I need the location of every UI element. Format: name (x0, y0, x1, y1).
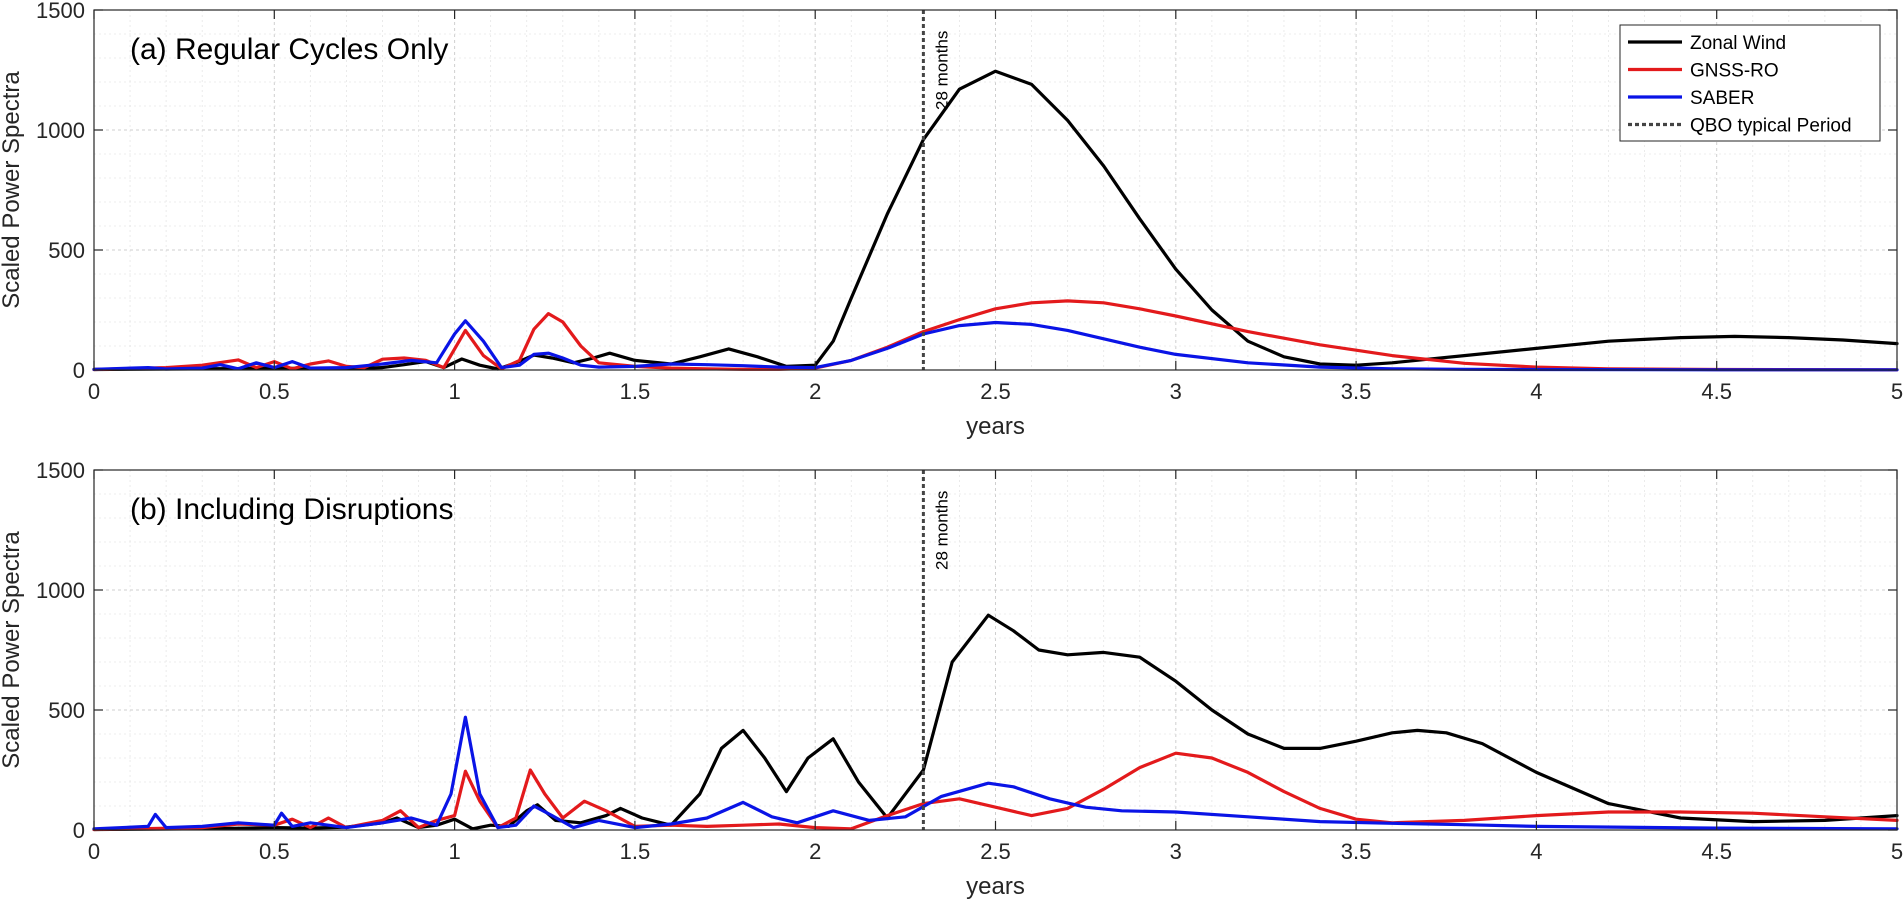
x-tick-label: 1 (448, 839, 460, 864)
series-line-saber (92, 319, 1899, 372)
x-tick-label: 2 (809, 839, 821, 864)
x-tick-label: 4.5 (1701, 839, 1732, 864)
y-tick-label: 0 (73, 818, 85, 843)
panel-b-series (92, 613, 1899, 832)
panel-b-ticks: 0 0.5 1 1.5 2 2.5 3 3.5 4 4.5 5 0 500 1000 1500 (36, 458, 1903, 864)
panel-a-title: (a) Regular Cycles Only (130, 33, 448, 66)
x-tick-label: 4 (1530, 379, 1542, 404)
panel-b-title: (b) Including Disruptions (130, 493, 453, 526)
x-tick-label: 2.5 (980, 379, 1011, 404)
x-tick-label: 3.5 (1341, 839, 1372, 864)
y-tick-label: 500 (48, 238, 85, 263)
x-tick-label: 3.5 (1341, 379, 1372, 404)
series-line-zonal-wind (92, 613, 1899, 832)
x-tick-label: 3 (1170, 379, 1182, 404)
panel-a-x-axis-label: years (966, 413, 1025, 440)
legend-label-gnss-ro: GNSS-RO (1690, 61, 1779, 82)
legend: Zonal Wind GNSS-RO SABER QBO typical Per… (1619, 24, 1881, 142)
legend-box (1619, 24, 1881, 142)
panel-b-grid (94, 470, 1897, 830)
y-tick-label: 1500 (36, 458, 85, 483)
y-tick-label: 1000 (36, 118, 85, 143)
series-line-gnss-ro (92, 299, 1899, 372)
y-tick-label: 1500 (36, 0, 85, 23)
panel-b-typical-period-line: 28 months (921, 470, 951, 830)
panel-a-ticks: 0 0.5 1 1.5 2 2.5 3 3.5 4 4.5 5 0 500 1000 1500 (36, 0, 1903, 404)
y-tick-label: 1000 (36, 578, 85, 603)
typical-period-label: 28 months (932, 31, 951, 110)
series-line-gnss-ro (92, 751, 1899, 832)
legend-label-zonal-wind: Zonal Wind (1690, 33, 1786, 54)
panel-b: 28 months 0 0.5 1 1.5 2 2.5 3 3.5 4 4.5 5 0 500 1000 1… (0, 458, 1903, 900)
x-tick-label: 4.5 (1701, 379, 1732, 404)
panel-a: 28 months 0 0.5 1 1.5 2 2.5 3 3.5 4 4.5 5 0 500 1000 1… (0, 0, 1903, 440)
panel-a-y-axis-label: Scaled Power Spectra (0, 71, 25, 309)
panel-a-typical-period-line: 28 months (921, 10, 951, 370)
x-tick-label: 0 (88, 379, 100, 404)
y-tick-label: 500 (48, 698, 85, 723)
x-tick-label: 5 (1891, 839, 1903, 864)
x-tick-label: 2 (809, 379, 821, 404)
panel-a-series (92, 69, 1899, 372)
x-tick-label: 3 (1170, 839, 1182, 864)
x-tick-label: 1 (448, 379, 460, 404)
x-tick-label: 5 (1891, 379, 1903, 404)
legend-label-qbo-period: QBO typical Period (1690, 116, 1852, 137)
x-tick-label: 0.5 (259, 839, 290, 864)
x-tick-label: 0.5 (259, 379, 290, 404)
typical-period-label: 28 months (932, 491, 951, 570)
x-tick-label: 1.5 (620, 379, 651, 404)
x-tick-label: 2.5 (980, 839, 1011, 864)
panel-b-x-axis-label: years (966, 873, 1025, 900)
panel-a-grid (94, 10, 1897, 370)
series-line-saber (92, 715, 1899, 831)
x-tick-label: 0 (88, 839, 100, 864)
x-tick-label: 1.5 (620, 839, 651, 864)
panel-b-y-axis-label: Scaled Power Spectra (0, 531, 25, 769)
x-tick-label: 4 (1530, 839, 1542, 864)
y-tick-label: 0 (73, 358, 85, 383)
legend-label-saber: SABER (1690, 88, 1754, 109)
